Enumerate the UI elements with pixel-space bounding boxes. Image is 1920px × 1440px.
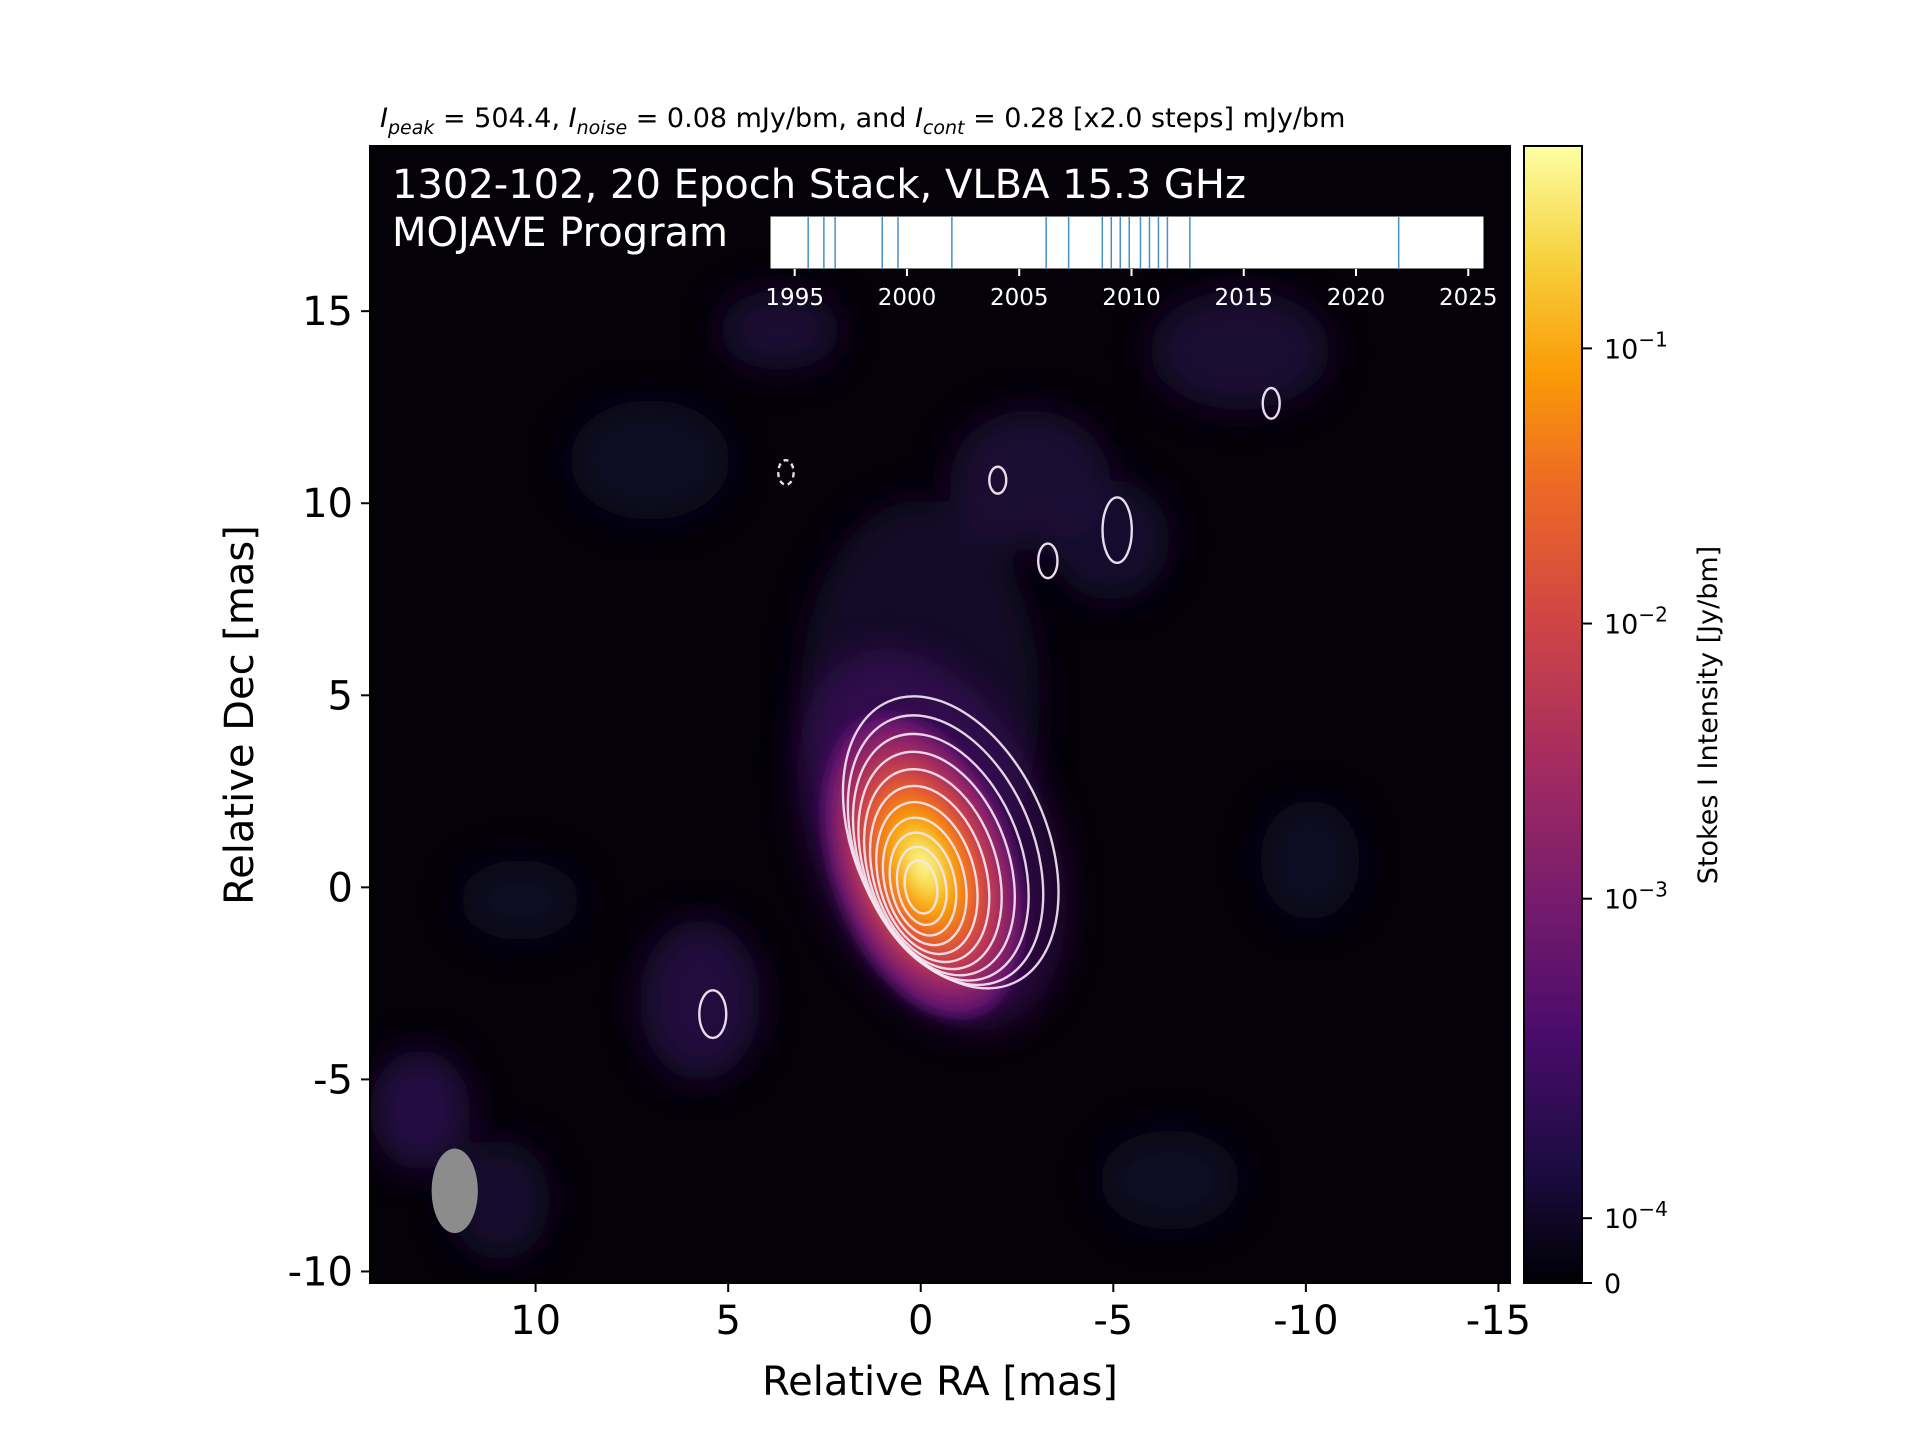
intensity-contours — [841, 695, 1060, 990]
contour-level — [895, 845, 948, 927]
x-tick-label: -15 — [1466, 1298, 1531, 1344]
program-title: MOJAVE Program — [392, 210, 728, 256]
isolated-contour — [698, 989, 728, 1040]
x-axis-label: Relative RA [mas] — [762, 1359, 1118, 1405]
epoch-timeline-box — [769, 215, 1485, 270]
isolated-contour — [1261, 386, 1281, 420]
contour-level — [851, 732, 1030, 982]
y-axis-ticks: 15 10 5 0 -5 -10 — [288, 289, 370, 1295]
y-tick-label: -5 — [313, 1057, 353, 1103]
y-tick-label: 10 — [302, 481, 353, 527]
epoch-markers — [807, 216, 1400, 269]
contour-level — [881, 816, 968, 947]
contour-level — [903, 859, 939, 915]
negative-contour — [777, 459, 795, 486]
image-title: 1302-102, 20 Epoch Stack, VLBA 15.3 GHz — [392, 162, 1246, 208]
contour-level — [868, 784, 991, 964]
epoch-tick-label: 2020 — [1327, 285, 1386, 311]
x-axis-ticks: 10 5 0 -5 -10 -15 — [510, 1283, 1531, 1344]
epoch-tick-label: 2015 — [1214, 285, 1273, 311]
x-tick-label: 0 — [908, 1298, 933, 1344]
colorbar-tick-label: 0 — [1604, 1269, 1621, 1300]
x-tick-label: 5 — [715, 1298, 740, 1344]
contour-level — [857, 750, 1016, 977]
restoring-beam — [431, 1148, 478, 1234]
y-tick-label: 5 — [328, 673, 353, 719]
colorbar-gradient — [1523, 145, 1583, 1284]
epoch-timeline-ticks: 1995 2000 2005 2010 2015 2020 2025 — [765, 269, 1498, 311]
contour-level — [875, 800, 979, 956]
epoch-tick-label: 2025 — [1439, 285, 1498, 311]
x-tick-label: 10 — [510, 1298, 561, 1344]
isolated-contours — [698, 386, 1281, 1040]
x-tick-label: -10 — [1273, 1298, 1338, 1344]
colorbar-tick-label: 10−3 — [1604, 878, 1668, 916]
y-axis-label: Relative Dec [mas] — [217, 525, 263, 905]
jet-emission — [797, 648, 1066, 1031]
colorbar-tick-label: 10−1 — [1604, 327, 1668, 365]
colorbar-tick-label: 10−2 — [1604, 603, 1668, 641]
x-tick-label: -5 — [1093, 1298, 1133, 1344]
colorbar-tick-label: 10−4 — [1604, 1197, 1668, 1235]
colorbar-ticks: 10−1 10−2 10−3 10−4 0 — [1582, 327, 1668, 1300]
contour-level — [888, 831, 958, 937]
epoch-tick-label: 2005 — [990, 285, 1049, 311]
isolated-contour — [1101, 496, 1133, 564]
isolated-contour — [988, 465, 1008, 495]
colorbar-label: Stokes I Intensity [Jy/bm] — [1693, 546, 1724, 884]
image-statistics-header: Ipeak = 504.4, Inoise = 0.08 mJy/bm, and… — [380, 103, 1345, 139]
jet-core-glow — [820, 711, 1026, 1019]
y-tick-label: 15 — [302, 289, 353, 335]
y-tick-label: 0 — [328, 865, 353, 911]
contour-level — [862, 767, 1003, 971]
epoch-timeline: 1995 2000 2005 2010 2015 2020 2025 — [765, 215, 1498, 311]
epoch-tick-label: 2000 — [878, 285, 937, 311]
plot-area — [370, 146, 1510, 1283]
epoch-tick-label: 2010 — [1102, 285, 1161, 311]
colorbar: 10−1 10−2 10−3 10−4 0 Stokes I Intensity [Jy… — [1523, 145, 1724, 1300]
y-tick-label: -10 — [288, 1249, 353, 1295]
epoch-tick-label: 1995 — [765, 285, 824, 311]
plot-frame — [369, 145, 1511, 1284]
isolated-contour — [1037, 542, 1059, 580]
